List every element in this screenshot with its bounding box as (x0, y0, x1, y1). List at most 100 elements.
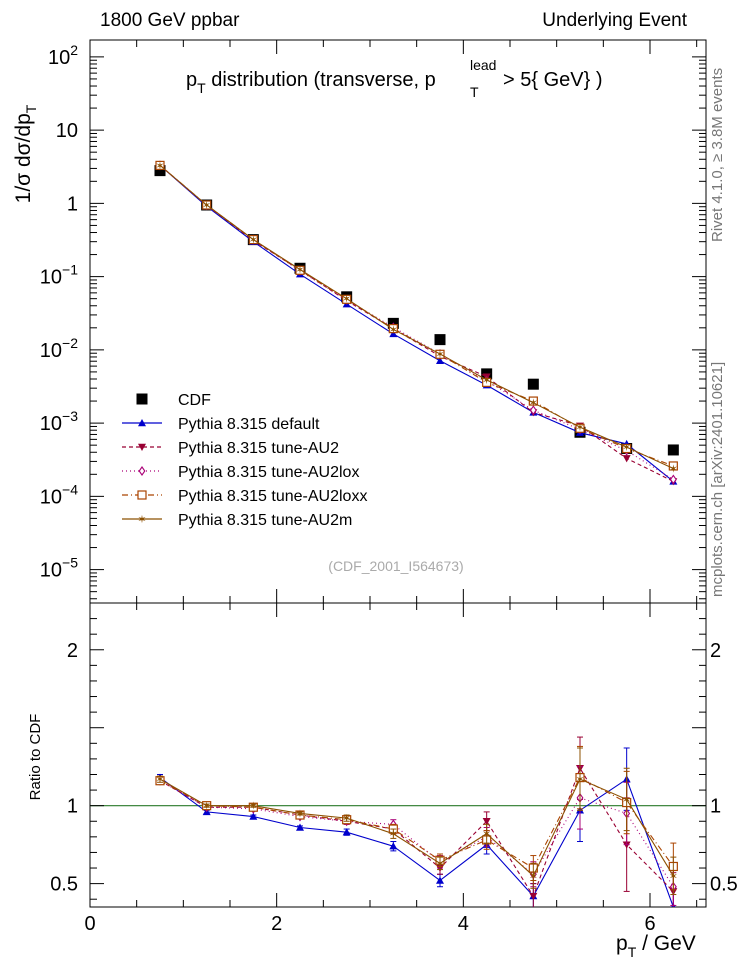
data-point: ✶ (342, 294, 351, 306)
ratio-y-tick-label: 0.5 (50, 874, 78, 896)
y-tick-label: 10−4 (40, 481, 78, 508)
ratio-point: ✶ (202, 801, 211, 813)
data-point: ✶ (575, 422, 584, 434)
ratio-y-tick-label-right: 1 (710, 796, 721, 818)
plot-title-superscript: lead (470, 57, 496, 73)
series-cdf (154, 165, 679, 456)
ratio-point (389, 842, 398, 850)
ratio-y-tick-label-right: 0.5 (710, 874, 738, 896)
y-tick-label: 10−1 (40, 262, 78, 289)
ratio-point: ✶ (482, 829, 491, 841)
data-point: ✶ (622, 442, 631, 454)
ratio-point: ✶ (622, 794, 631, 806)
ratio-series-pythia-8-315-tune-au2loxx (155, 745, 678, 891)
ratio-y-tick-label: 2 (67, 640, 78, 662)
data-point: ✶ (249, 235, 258, 247)
ratio-point (296, 823, 304, 831)
legend-entry: Pythia 8.315 tune-AU2loxx (122, 488, 367, 505)
data-point: ✶ (482, 375, 491, 387)
ratio-y-tick-label-right: 2 (710, 640, 721, 662)
legend-entry: ✶ Pythia 8.315 tune-AU2m (122, 512, 352, 529)
data-point (575, 423, 585, 433)
data-point (667, 444, 679, 456)
ratio-point (436, 876, 444, 884)
data-point: ✶ (295, 265, 304, 277)
mcplots-source-label: mcplots.cern.ch [arXiv:2401.10621] (709, 362, 726, 597)
ratio-y-axis-label: Ratio to CDF (27, 714, 44, 801)
x-tick-label: 2 (271, 913, 282, 935)
data-point: ✶ (155, 160, 164, 172)
legend-marker (138, 466, 146, 476)
ratio-series-pythia-8-315-default (156, 747, 677, 907)
ratio-series-line (159, 777, 674, 907)
ratio-point: ✶ (435, 858, 444, 870)
data-point (622, 455, 631, 463)
data-point (668, 461, 678, 471)
ratio-point: ✶ (529, 871, 538, 883)
plot-title-tail: > 5{ GeV} ) (503, 69, 603, 91)
ratio-series-line (159, 778, 674, 877)
data-point (388, 324, 398, 334)
ratio-point: ✶ (155, 774, 164, 786)
data-point (527, 378, 539, 390)
legend-entry: CDF (136, 392, 211, 409)
y-tick-label: 10 (56, 120, 78, 142)
data-point (295, 265, 305, 275)
y-tick-label: 10−3 (40, 408, 78, 435)
plot-title: pT distribution (transverse, p (186, 69, 436, 96)
legend-label: CDF (178, 392, 211, 409)
ratio-series-line (159, 776, 674, 869)
main-y-axis-label: 1/σ dσ/dpT (12, 104, 39, 203)
x-axis-label: pT / GeV (616, 932, 696, 960)
ratio-series-line (159, 780, 674, 888)
ratio-point (249, 812, 258, 820)
legend-label: Pythia 8.315 tune-AU2 (178, 440, 339, 457)
legend-label: Pythia 8.315 default (178, 416, 320, 433)
ratio-point: ✶ (342, 813, 351, 825)
legend-label: Pythia 8.315 tune-AU2loxx (178, 488, 367, 505)
series-line (159, 164, 674, 470)
ratio-plot-frame (89, 602, 707, 908)
data-point: ✶ (435, 349, 444, 361)
data-point (434, 334, 446, 346)
data-point (669, 474, 677, 485)
ratio-point: ✶ (575, 774, 584, 786)
legend-marker (137, 490, 147, 500)
plot-title-subscript: T (470, 84, 479, 100)
legend-marker (136, 393, 148, 405)
y-tick-label: 1 (67, 193, 78, 215)
ratio-point: ✶ (249, 801, 258, 813)
data-point: ✶ (529, 398, 538, 410)
data-point: ✶ (669, 464, 678, 476)
main-panel: 102 10 1 10−1 10−2 10−3 10−4 10−5 1/σ dσ/dpT pT d… (12, 39, 707, 604)
ratio-point: ✶ (389, 829, 398, 841)
series-pythia-8-315-default (156, 161, 678, 485)
ratio-point (529, 892, 538, 901)
ratio-series-line (159, 766, 674, 898)
data-point (154, 165, 166, 177)
ratio-series-pythia-8-315-tune-au2m: ✶ ✶ ✶ ✶ ✶ ✶ ✶ ✶ ✶ ✶ ✶ ✶ (155, 747, 678, 896)
legend-label: Pythia 8.315 tune-AU2lox (178, 464, 359, 481)
header-right-label: Underlying Event (542, 10, 687, 31)
ratio-point: ✶ (295, 808, 304, 820)
legend-entry: Pythia 8.315 tune-AU2 (122, 440, 339, 457)
y-tick-label: 102 (48, 42, 78, 69)
ratio-y-tick-label: 1 (67, 796, 78, 818)
legend-marker: ✶ (137, 514, 146, 526)
rivet-version-label: Rivet 4.1.0, ≥ 3.8M events (709, 68, 726, 242)
series-pythia-8-315-tune-au2m: ✶ ✶ ✶ ✶ ✶ ✶ ✶ ✶ ✶ ✶ ✶ ✶ (155, 160, 678, 475)
data-point (436, 356, 444, 364)
y-tick-label: 10−2 (40, 335, 78, 362)
data-point: ✶ (389, 324, 398, 336)
series-line (159, 164, 674, 482)
analysis-id-watermark: (CDF_2001_I564673) (328, 558, 463, 574)
legend-marker (138, 443, 146, 451)
legend-label: Pythia 8.315 tune-AU2m (178, 512, 352, 529)
data-point (529, 405, 537, 416)
y-tick-label: 10−5 (40, 555, 78, 582)
ratio-point: ✶ (669, 871, 678, 883)
ratio-point (482, 818, 491, 826)
legend-entry: Pythia 8.315 tune-AU2lox (122, 464, 359, 481)
